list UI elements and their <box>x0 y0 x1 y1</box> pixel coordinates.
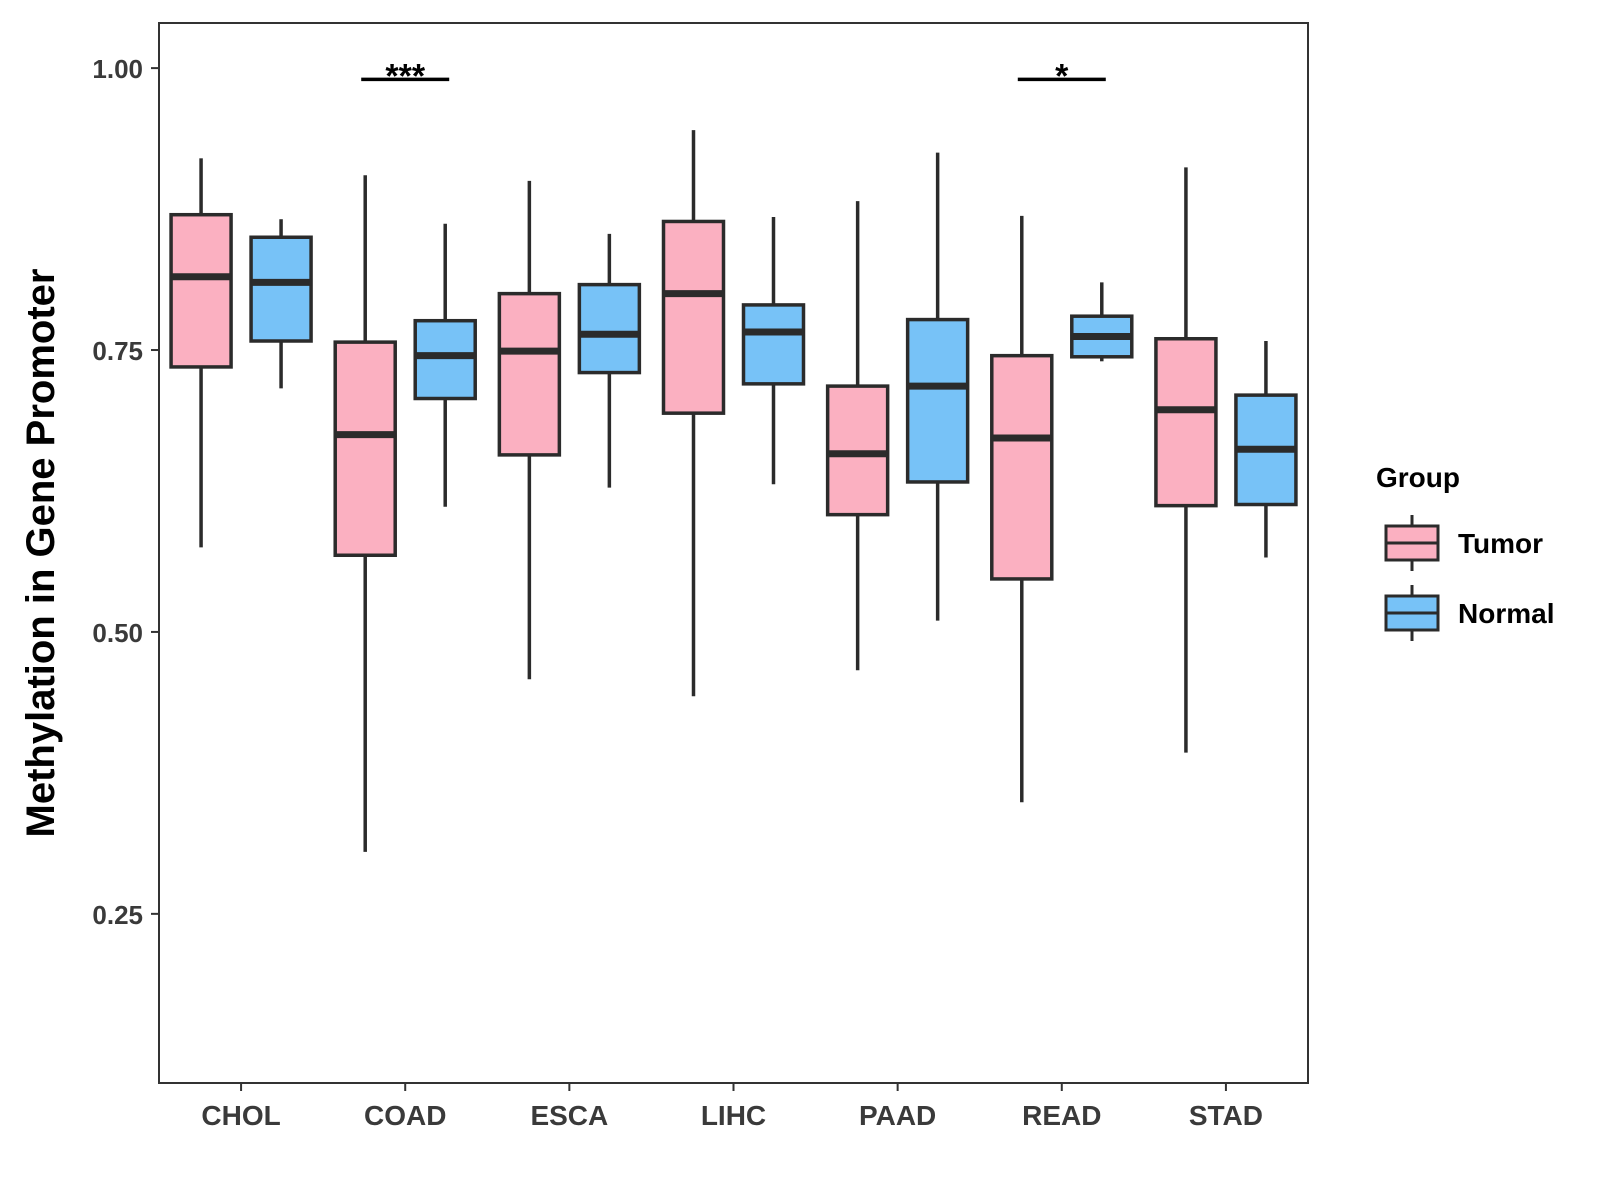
box-body <box>1154 336 1218 508</box>
box-normal-stad <box>1234 341 1298 558</box>
box-body <box>990 353 1054 581</box>
x-tick-label: CHOL <box>201 1100 280 1131</box>
x-tick-label: PAAD <box>859 1100 936 1131</box>
legend-title: Group <box>1376 462 1460 493</box>
box-tumor-stad <box>1154 167 1218 753</box>
legend-label: Normal <box>1458 598 1554 629</box>
box-body <box>905 317 970 484</box>
x-tick-label: READ <box>1022 1100 1101 1131</box>
y-tick-label: 1.00 <box>92 54 143 84</box>
box-body <box>661 219 726 415</box>
box-tumor-coad <box>333 175 397 852</box>
y-axis: 0.25 0.50 0.75 1.00 <box>92 54 159 930</box>
x-tick-label: STAD <box>1189 1100 1263 1131</box>
box-normal-esca <box>577 233 642 488</box>
legend: Group Tumor Normal <box>1376 462 1554 641</box>
box-normal-lihc <box>741 216 806 485</box>
y-axis-title: Methylation in Gene Promoter <box>19 269 63 838</box>
box-tumor-read <box>990 215 1054 803</box>
box-normal-paad <box>905 152 970 621</box>
box-body <box>169 212 233 369</box>
x-tick-label: COAD <box>364 1100 446 1131</box>
y-tick-label: 0.75 <box>92 336 143 366</box>
significance-annotations: *** * <box>361 57 1106 95</box>
box-normal-coad <box>413 223 477 507</box>
box-body <box>413 318 477 401</box>
box-normal-read <box>1070 282 1134 362</box>
y-tick-label: 0.25 <box>92 900 143 930</box>
box-tumor-chol <box>169 158 233 548</box>
box-body <box>249 235 313 343</box>
legend-entry-normal: Normal <box>1384 585 1554 641</box>
legend-label: Tumor <box>1458 528 1543 559</box>
box-body <box>497 291 562 457</box>
x-axis: CHOL COAD ESCA LIHC PAAD READ STAD <box>201 1083 1263 1131</box>
significance-label: * <box>1055 57 1069 95</box>
legend-entries: Tumor Normal <box>1384 515 1554 641</box>
box-body <box>741 303 806 386</box>
y-tick-label: 0.50 <box>92 618 143 648</box>
plot-panel <box>158 22 1309 1084</box>
box-body <box>577 282 642 375</box>
box-tumor-esca <box>497 180 562 680</box>
box-tumor-paad <box>825 201 890 671</box>
significance-label: *** <box>385 57 425 95</box>
x-tick-label: ESCA <box>530 1100 608 1131</box>
x-tick-label: LIHC <box>701 1100 766 1131</box>
box-normal-chol <box>249 219 313 389</box>
legend-entry-tumor: Tumor <box>1384 515 1543 571</box>
box-tumor-lihc <box>661 130 726 697</box>
box-series <box>169 130 1298 852</box>
box-body <box>333 340 397 558</box>
